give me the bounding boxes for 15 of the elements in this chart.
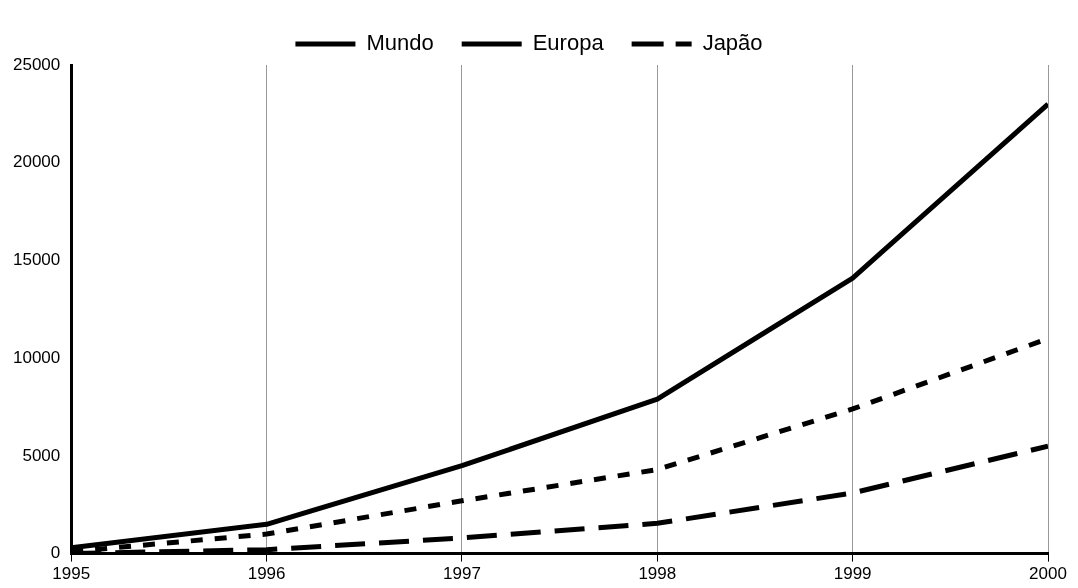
legend-label: Mundo	[366, 30, 434, 56]
y-tick-label: 0	[50, 543, 61, 563]
x-tick-label: 1996	[247, 564, 286, 584]
y-tick-label: 20000	[12, 152, 61, 172]
y-tick-label: 25000	[12, 54, 61, 74]
y-tick-label: 15000	[12, 250, 61, 270]
y-tick-label: 5000	[22, 445, 61, 465]
legend-label: Europa	[532, 30, 605, 56]
x-tick-label: 1995	[52, 564, 91, 584]
legend-label: Japão	[702, 30, 763, 56]
x-tick-label: 1997	[443, 564, 481, 584]
x-tick-label: 1999	[833, 564, 872, 584]
y-tick-label: 10000	[12, 347, 61, 367]
x-tick-label: 2000	[1029, 564, 1067, 584]
x-tick-label: 1998	[638, 564, 677, 584]
